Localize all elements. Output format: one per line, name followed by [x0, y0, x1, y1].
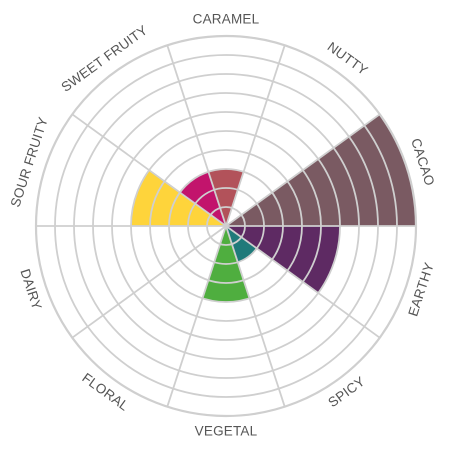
grid-spoke — [225, 45, 286, 227]
grid-spoke — [166, 45, 227, 227]
wedge-earthy — [226, 226, 340, 294]
category-label-dairy: DAIRY — [17, 267, 44, 312]
category-label-sour-fruity: SOUR FRUITY — [8, 115, 51, 209]
wedge-spicy — [226, 226, 257, 263]
category-label-cacao: CACAO — [408, 136, 437, 187]
wedge-sweet-fruity — [179, 171, 226, 226]
category-label-floral: FLORAL — [79, 370, 132, 414]
grid-spoke — [225, 225, 381, 339]
category-label-spicy: SPICY — [325, 374, 367, 411]
grid-spoke — [71, 113, 227, 227]
category-label-vegetal: VEGETAL — [195, 424, 258, 439]
category-label-caramel: CARAMEL — [193, 12, 260, 27]
grid-spoke — [71, 225, 227, 339]
grid-spoke — [225, 113, 381, 227]
category-label-nutty: NUTTY — [325, 39, 371, 78]
wedge-cacao — [226, 114, 416, 226]
grid-spoke — [166, 225, 227, 407]
wedge-layer — [131, 114, 416, 303]
wedge-caramel — [208, 169, 244, 226]
wedge-sour-fruity — [131, 170, 226, 226]
grid-spoke — [225, 225, 286, 407]
grid-layer — [34, 34, 418, 418]
